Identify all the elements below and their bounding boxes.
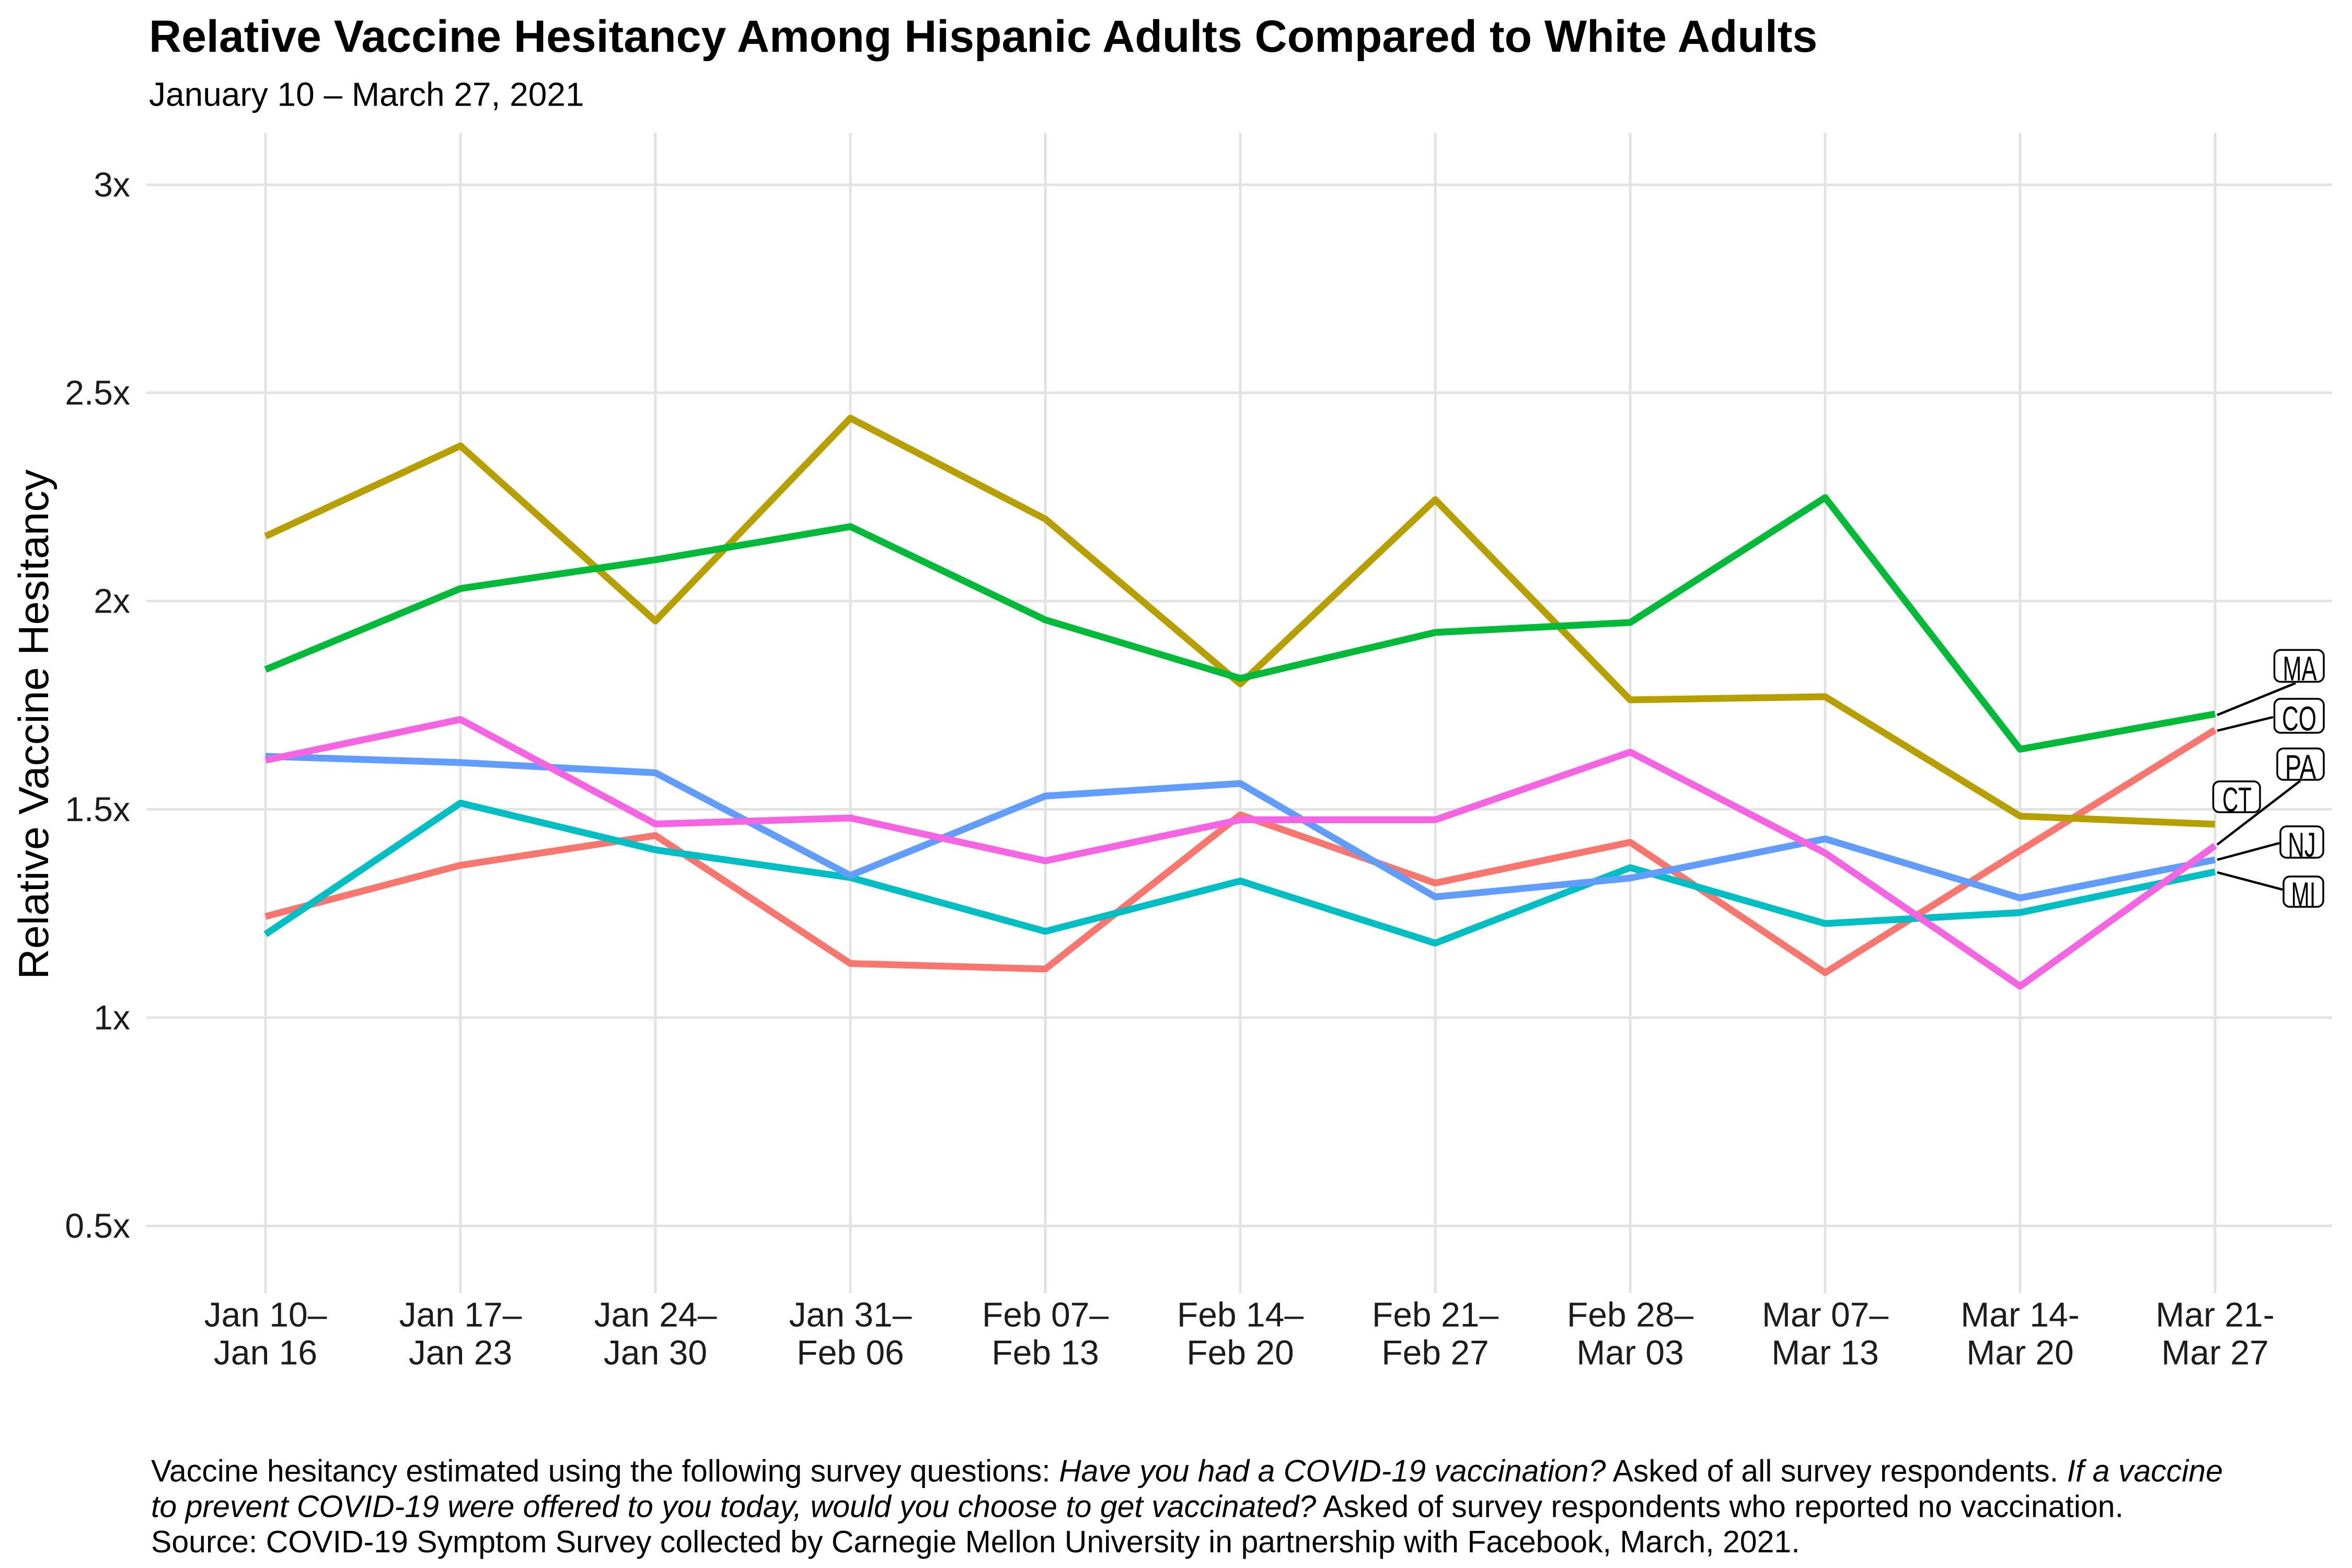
svg-text:Feb 28–Mar 03: Feb 28– Mar 03: [1567, 1295, 1693, 1371]
svg-text:CO: CO: [2282, 699, 2316, 738]
svg-text:2.5x: 2.5x: [65, 373, 130, 412]
svg-text:PA: PA: [2285, 747, 2316, 786]
svg-text:2x: 2x: [94, 582, 130, 620]
svg-text:Jan 17–Jan 23: Jan 17– Jan 23: [399, 1295, 522, 1371]
svg-text:Jan 24–Jan 30: Jan 24– Jan 30: [594, 1295, 717, 1371]
svg-text:Mar 21-Mar 27: Mar 21-Mar 27: [2155, 1295, 2274, 1371]
svg-text:Jan 31–Feb 06: Jan 31– Feb 06: [789, 1295, 912, 1371]
svg-text:Jan 10–Jan 16: Jan 10– Jan 16: [204, 1295, 327, 1371]
svg-text:January 10 – March 27, 2021: January 10 – March 27, 2021: [149, 76, 584, 113]
svg-text:CT: CT: [2222, 780, 2252, 819]
svg-text:NJ: NJ: [2288, 825, 2316, 864]
svg-text:Relative Vaccine Hesitancy Amo: Relative Vaccine Hesitancy Among Hispani…: [149, 11, 1817, 62]
svg-text:Relative Vaccine Hesitancy: Relative Vaccine Hesitancy: [10, 469, 57, 979]
svg-text:Feb 07–Feb 13: Feb 07– Feb 13: [982, 1295, 1109, 1371]
svg-text:1x: 1x: [94, 998, 130, 1037]
svg-text:1.5x: 1.5x: [65, 790, 130, 828]
svg-text:MI: MI: [2291, 875, 2316, 914]
svg-text:Mar 14-Mar 20: Mar 14-Mar 20: [1961, 1295, 2079, 1371]
svg-text:MA: MA: [2283, 649, 2317, 688]
svg-text:Feb 14–Feb 20: Feb 14– Feb 20: [1177, 1295, 1304, 1371]
svg-text:0.5x: 0.5x: [65, 1206, 130, 1245]
svg-text:Feb 21–Feb 27: Feb 21– Feb 27: [1372, 1295, 1498, 1371]
svg-text:Vaccine hesitancy estimated us: Vaccine hesitancy estimated using the fo…: [151, 1454, 2223, 1489]
svg-text:Source: COVID-19 Symptom Surve: Source: COVID-19 Symptom Survey collecte…: [151, 1525, 1800, 1559]
svg-text:3x: 3x: [94, 165, 130, 204]
svg-text:to prevent COVID-19 were offer: to prevent COVID-19 were offered to you …: [151, 1489, 2124, 1524]
svg-text:Mar 07–Mar 13: Mar 07– Mar 13: [1762, 1295, 1888, 1371]
